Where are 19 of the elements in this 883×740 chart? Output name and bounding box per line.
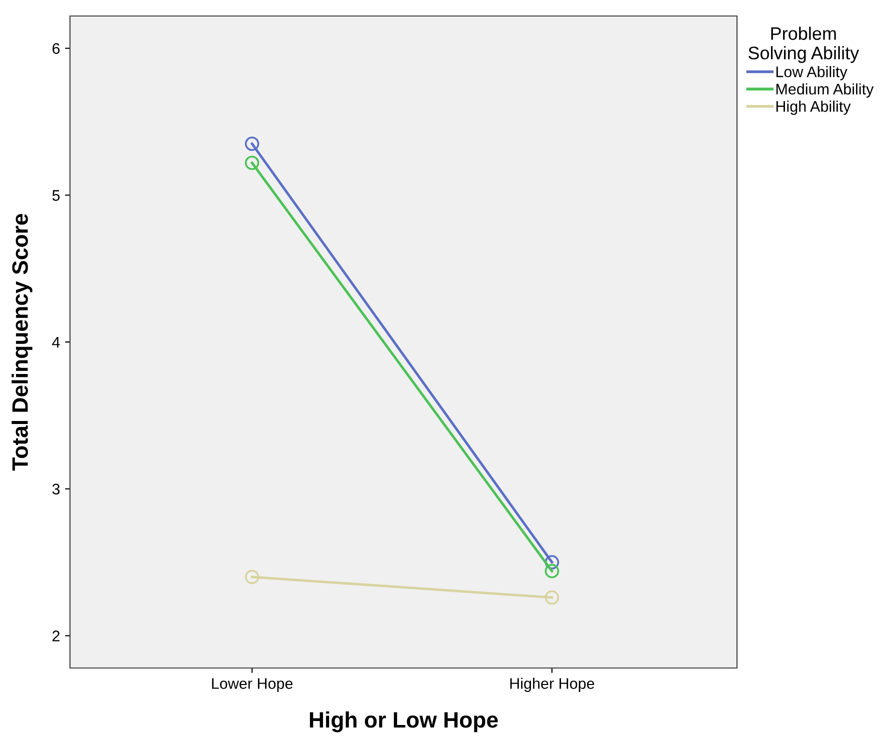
y-tick-label: 3 <box>52 484 60 495</box>
y-tick-label: 6 <box>52 43 60 54</box>
legend-label: Medium Ability <box>776 83 874 98</box>
y-tick-label: 5 <box>52 190 60 201</box>
legend-label: High Ability <box>776 100 851 115</box>
y-tick-label: 4 <box>52 337 60 348</box>
point <box>544 555 560 570</box>
point <box>244 570 260 584</box>
y-tick-label: 2 <box>52 630 60 642</box>
point <box>244 156 260 170</box>
point <box>544 590 560 605</box>
point <box>244 136 260 151</box>
legend-label: Low Ability <box>776 66 848 80</box>
x-axis-title: High or Low Hope <box>310 711 498 732</box>
y-axis-title: Total Delinquency Score <box>12 214 32 471</box>
legend-title: Problem Solving Ability <box>748 26 860 63</box>
point <box>544 564 560 578</box>
x-tick-label: Higher Hope <box>510 678 594 692</box>
x-tick-label: Lower Hope <box>212 678 293 692</box>
